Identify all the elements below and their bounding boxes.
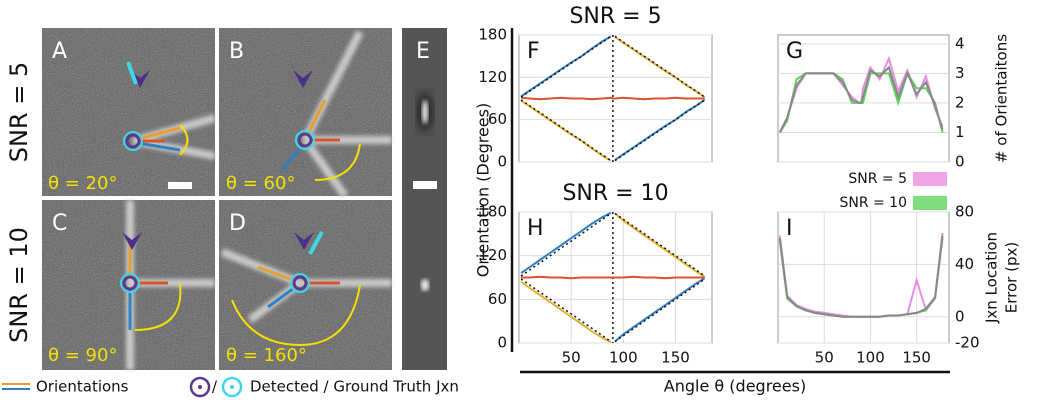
series-line	[521, 277, 705, 278]
angle-caption: θ = 160°	[226, 345, 307, 366]
x-tick-label: 50	[815, 349, 834, 367]
legend-label: SNR = 5	[848, 171, 907, 187]
y-tick-label: 40	[955, 255, 974, 273]
y-tick-label: 0	[955, 307, 965, 325]
y-tick-label: 120	[478, 246, 507, 264]
panel-label: F	[527, 39, 540, 64]
row-label: SNR = 10	[5, 227, 33, 343]
x-axis-label: Angle θ (degrees)	[664, 377, 806, 396]
figure: A B C D E θ = 20° θ = 60° θ = 90° θ = 16…	[0, 0, 1037, 400]
legend-label: Detected / Ground Truth Jxn	[250, 378, 459, 396]
panel-label: E	[416, 39, 430, 64]
y-axis-label: Error (px)	[1003, 242, 1021, 313]
panel-label: B	[229, 39, 244, 64]
panel-label: H	[527, 216, 544, 241]
panel-label: D	[229, 211, 246, 236]
x-tick-label: 150	[661, 349, 690, 367]
legend-label: /	[212, 378, 218, 396]
y-tick-label: 2	[955, 93, 965, 111]
y-tick-label: 180	[478, 26, 507, 44]
y-tick-label: 1	[955, 123, 965, 141]
y-tick-label: 0	[497, 334, 507, 352]
y-tick-label: 4	[955, 34, 965, 52]
x-tick-label: 150	[902, 349, 931, 367]
image-panels	[42, 28, 447, 370]
y-tick-label: 60	[488, 290, 507, 308]
y-tick-label: -20	[955, 334, 980, 352]
angle-caption: θ = 20°	[48, 173, 117, 194]
y-tick-label: 80	[955, 203, 974, 221]
y-tick-label: 60	[488, 110, 507, 128]
panel-label: G	[786, 39, 803, 64]
chart-title: SNR = 5	[569, 4, 661, 29]
legend-swatch	[913, 172, 947, 186]
legend-label: Orientations	[36, 378, 129, 396]
chart-title: SNR = 10	[562, 181, 668, 206]
legend-swatch	[913, 196, 947, 210]
plot-area	[778, 212, 949, 343]
row-label: SNR = 5	[5, 62, 33, 163]
angle-caption: θ = 60°	[226, 173, 295, 194]
y-axis-label: # of Orientaitons	[993, 34, 1011, 163]
panel-label: C	[52, 211, 67, 236]
y-tick-label: 0	[497, 153, 507, 171]
x-tick-label: 100	[609, 349, 638, 367]
legend-label: SNR = 10	[839, 195, 907, 211]
panel-label: A	[52, 39, 67, 64]
x-tick-label: 100	[856, 349, 885, 367]
y-axis-label: Jxn Location	[983, 232, 1001, 324]
y-tick-label: 3	[955, 64, 965, 82]
angle-caption: θ = 90°	[48, 345, 117, 366]
panel-label: I	[786, 216, 793, 241]
y-tick-label: 120	[478, 68, 507, 86]
x-tick-label: 50	[562, 349, 581, 367]
y-tick-label: 180	[478, 203, 507, 221]
legend-bottom: Orientations / Detected / Ground Truth J…	[2, 378, 459, 397]
y-tick-label: 0	[955, 153, 965, 171]
